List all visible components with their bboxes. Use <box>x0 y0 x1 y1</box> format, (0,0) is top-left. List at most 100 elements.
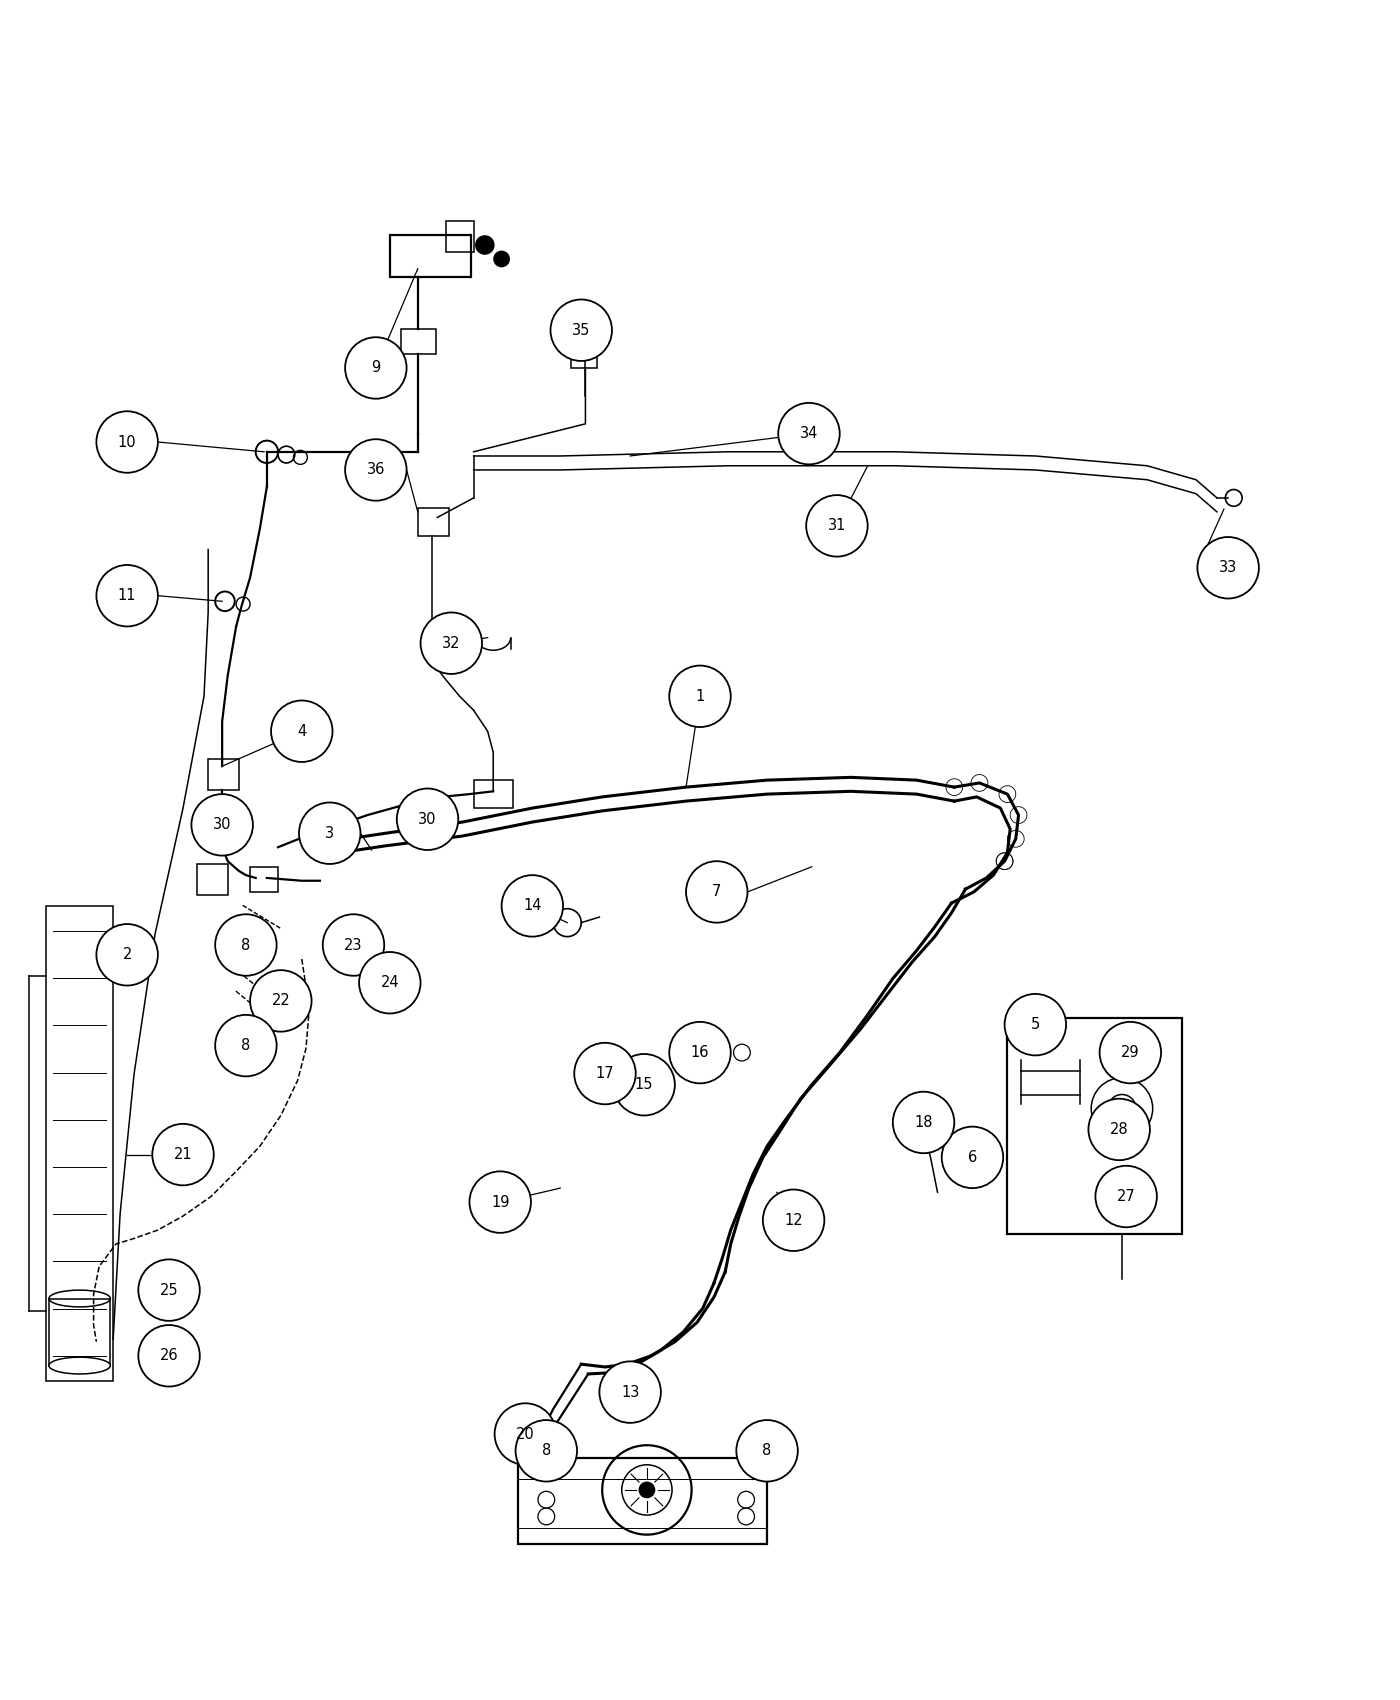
Circle shape <box>763 1190 825 1251</box>
Text: 6: 6 <box>967 1149 977 1164</box>
Text: 14: 14 <box>524 898 542 913</box>
Bar <box>400 328 435 354</box>
Text: 16: 16 <box>690 1046 710 1061</box>
Circle shape <box>599 1362 661 1423</box>
Text: 10: 10 <box>118 435 136 449</box>
Circle shape <box>778 403 840 464</box>
Text: 4: 4 <box>297 724 307 740</box>
Circle shape <box>686 862 748 923</box>
Circle shape <box>97 925 158 986</box>
Circle shape <box>216 1015 277 1076</box>
Text: 18: 18 <box>914 1115 932 1130</box>
Bar <box>417 508 448 536</box>
Circle shape <box>1099 1022 1161 1083</box>
Text: 12: 12 <box>784 1212 804 1227</box>
Text: 36: 36 <box>367 462 385 478</box>
Text: 31: 31 <box>827 518 846 534</box>
Circle shape <box>494 1402 556 1465</box>
Circle shape <box>1088 1098 1149 1159</box>
Bar <box>602 1059 651 1090</box>
Text: 11: 11 <box>118 588 136 604</box>
Circle shape <box>806 495 868 556</box>
Text: 21: 21 <box>174 1148 192 1163</box>
Text: 27: 27 <box>1117 1188 1135 1204</box>
Circle shape <box>346 337 406 400</box>
Circle shape <box>893 1091 955 1153</box>
Circle shape <box>323 915 384 976</box>
Circle shape <box>396 789 458 850</box>
Text: 13: 13 <box>622 1384 640 1399</box>
Bar <box>518 1459 767 1544</box>
Text: 9: 9 <box>371 360 381 376</box>
Text: 8: 8 <box>542 1443 552 1459</box>
Bar <box>473 780 512 808</box>
Text: 33: 33 <box>1219 561 1238 575</box>
Circle shape <box>1005 994 1065 1056</box>
Circle shape <box>97 411 158 473</box>
Bar <box>1008 1018 1182 1234</box>
Circle shape <box>1197 537 1259 598</box>
Text: 35: 35 <box>573 323 591 338</box>
Circle shape <box>469 1171 531 1232</box>
Bar <box>389 235 470 277</box>
Bar <box>49 1299 111 1365</box>
Text: 34: 34 <box>799 427 818 440</box>
Ellipse shape <box>49 1357 111 1374</box>
Circle shape <box>493 250 510 267</box>
Circle shape <box>669 666 731 728</box>
Circle shape <box>515 1420 577 1481</box>
Bar <box>209 760 239 790</box>
Circle shape <box>501 876 563 937</box>
Bar <box>251 867 279 892</box>
Text: 5: 5 <box>1030 1017 1040 1032</box>
Text: 24: 24 <box>381 976 399 989</box>
Text: 7: 7 <box>713 884 721 899</box>
Circle shape <box>139 1324 200 1387</box>
Text: 3: 3 <box>325 826 335 842</box>
Text: 1: 1 <box>696 688 704 704</box>
Text: 8: 8 <box>763 1443 771 1459</box>
Text: 17: 17 <box>595 1066 615 1081</box>
Circle shape <box>251 971 312 1032</box>
Bar <box>197 864 228 894</box>
Circle shape <box>475 235 494 255</box>
Text: 26: 26 <box>160 1348 178 1363</box>
Circle shape <box>736 1420 798 1481</box>
Text: 30: 30 <box>419 813 437 826</box>
Circle shape <box>550 299 612 360</box>
Circle shape <box>139 1260 200 1321</box>
Circle shape <box>420 612 482 673</box>
Text: 8: 8 <box>241 937 251 952</box>
Circle shape <box>256 440 279 462</box>
Circle shape <box>192 794 253 855</box>
Text: 32: 32 <box>442 636 461 651</box>
Circle shape <box>300 802 360 864</box>
Text: 8: 8 <box>241 1039 251 1052</box>
Circle shape <box>669 1022 731 1083</box>
Circle shape <box>613 1054 675 1115</box>
Circle shape <box>346 439 406 502</box>
Circle shape <box>638 1481 655 1498</box>
Circle shape <box>942 1127 1004 1188</box>
Text: 29: 29 <box>1121 1046 1140 1061</box>
Circle shape <box>358 952 420 1013</box>
Bar <box>46 906 113 1380</box>
Text: 19: 19 <box>491 1195 510 1210</box>
Text: 30: 30 <box>213 818 231 833</box>
Text: 15: 15 <box>634 1078 654 1091</box>
Text: 28: 28 <box>1110 1122 1128 1137</box>
Circle shape <box>574 1042 636 1105</box>
Bar <box>571 347 596 367</box>
Text: 22: 22 <box>272 993 290 1008</box>
Text: 20: 20 <box>517 1426 535 1442</box>
Circle shape <box>97 564 158 626</box>
Circle shape <box>1095 1166 1156 1227</box>
Text: 2: 2 <box>122 947 132 962</box>
Circle shape <box>272 700 333 762</box>
Text: 25: 25 <box>160 1282 178 1297</box>
Circle shape <box>216 592 235 610</box>
Bar <box>445 221 473 252</box>
Circle shape <box>153 1124 214 1185</box>
Circle shape <box>216 915 277 976</box>
Text: 23: 23 <box>344 937 363 952</box>
